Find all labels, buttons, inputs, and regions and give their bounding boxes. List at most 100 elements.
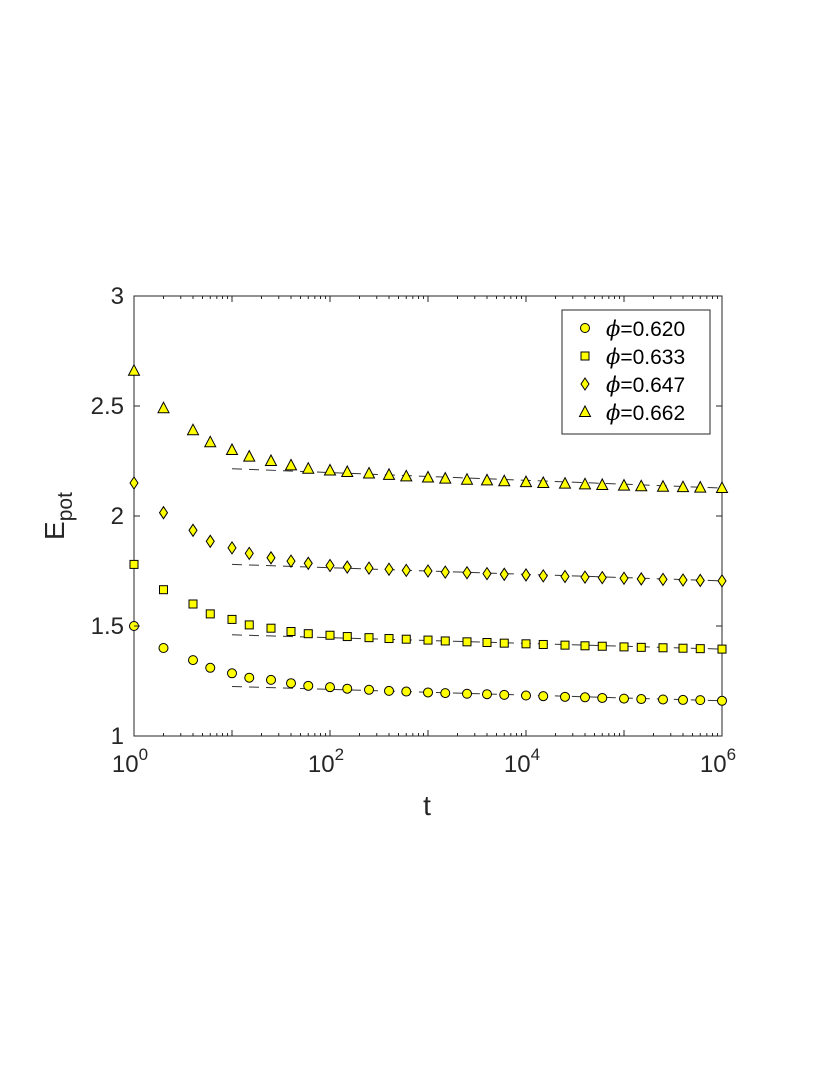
data-point [244,620,254,630]
data-point [580,570,590,585]
data-point [440,565,450,580]
data-point [323,463,337,476]
data-point [617,478,631,491]
data-point [521,568,531,582]
data-point [595,477,609,490]
series-diamond [129,476,727,588]
data-point [658,643,668,653]
data-point [636,694,647,705]
data-point [717,644,727,654]
data-point [462,565,472,580]
data-point [286,627,296,636]
data-point [559,691,570,702]
data-point [266,623,276,633]
data-point [364,633,374,643]
data-point [440,688,451,699]
data-point [462,637,472,647]
data-point [205,609,215,619]
data-point [186,423,200,436]
data-point [384,634,394,644]
data-point [460,472,474,485]
y-tick-label: 2 [111,503,124,530]
data-point [264,453,278,466]
data-point [717,573,727,588]
data-point [242,449,256,462]
data-point [188,655,199,666]
legend-entry-label: ϕ=0.620 [606,317,685,341]
data-point [678,694,689,705]
data-point [382,467,396,480]
data-point [597,570,607,585]
data-point [693,480,707,493]
data-point [482,638,492,647]
y-axis-label-subscript: pot [54,492,77,521]
legend-marker [578,404,592,417]
data-point [325,630,335,640]
data-point [695,573,705,588]
data-point [695,695,706,706]
data-point [461,688,472,699]
series-circle [129,621,727,706]
y-tick-label: 2.5 [91,393,124,420]
y-tick-label: 1.5 [91,613,124,640]
data-point [159,585,169,595]
data-point [303,629,313,639]
data-point [715,480,729,494]
data-markers [127,363,729,706]
data-point [364,561,374,576]
x-tick-exponent: 4 [531,745,540,764]
data-point [560,640,570,650]
data-point [188,523,198,538]
data-point [301,461,315,474]
data-point [342,560,352,574]
legend-entry-label: ϕ=0.647 [606,373,685,397]
svg-text:Epot: Epot [39,492,77,540]
y-tick-label: 1 [111,723,124,750]
data-point [558,476,572,489]
data-point [678,643,688,653]
data-point [363,684,374,695]
data-point [536,475,550,488]
data-point [399,469,413,482]
x-tick-base: 10 [112,751,139,778]
x-tick-exponent: 6 [727,745,736,764]
data-point [521,639,531,649]
data-point [578,477,592,490]
x-tick-exponent: 0 [139,745,148,764]
data-point [157,401,170,414]
data-point [303,680,314,691]
data-point [340,464,354,477]
data-point [560,569,570,584]
data-point [482,689,493,700]
data-point [401,634,411,644]
series-square [129,559,727,654]
data-point [717,695,727,706]
x-tick-label: 106 [700,745,736,778]
y-axis-label-main: E [39,521,70,540]
legend-entry-label: ϕ=0.662 [606,401,685,425]
data-point [227,668,237,679]
data-point [342,683,353,694]
series-triangle [127,363,729,494]
data-point [580,641,590,651]
legend-marker [580,323,590,333]
data-point [203,435,217,448]
data-point [636,572,646,586]
data-point [129,559,139,569]
data-point [597,692,608,703]
data-point [538,568,548,583]
data-point [129,476,139,490]
data-point [440,636,450,646]
data-point [619,571,629,586]
data-point [325,682,335,693]
data-point [497,474,511,487]
data-point [127,363,141,376]
x-tick-base: 10 [308,751,335,778]
data-point [482,566,492,581]
data-point [225,442,239,455]
x-tick-label: 100 [112,745,148,778]
data-point [499,638,509,648]
data-point [676,480,690,493]
